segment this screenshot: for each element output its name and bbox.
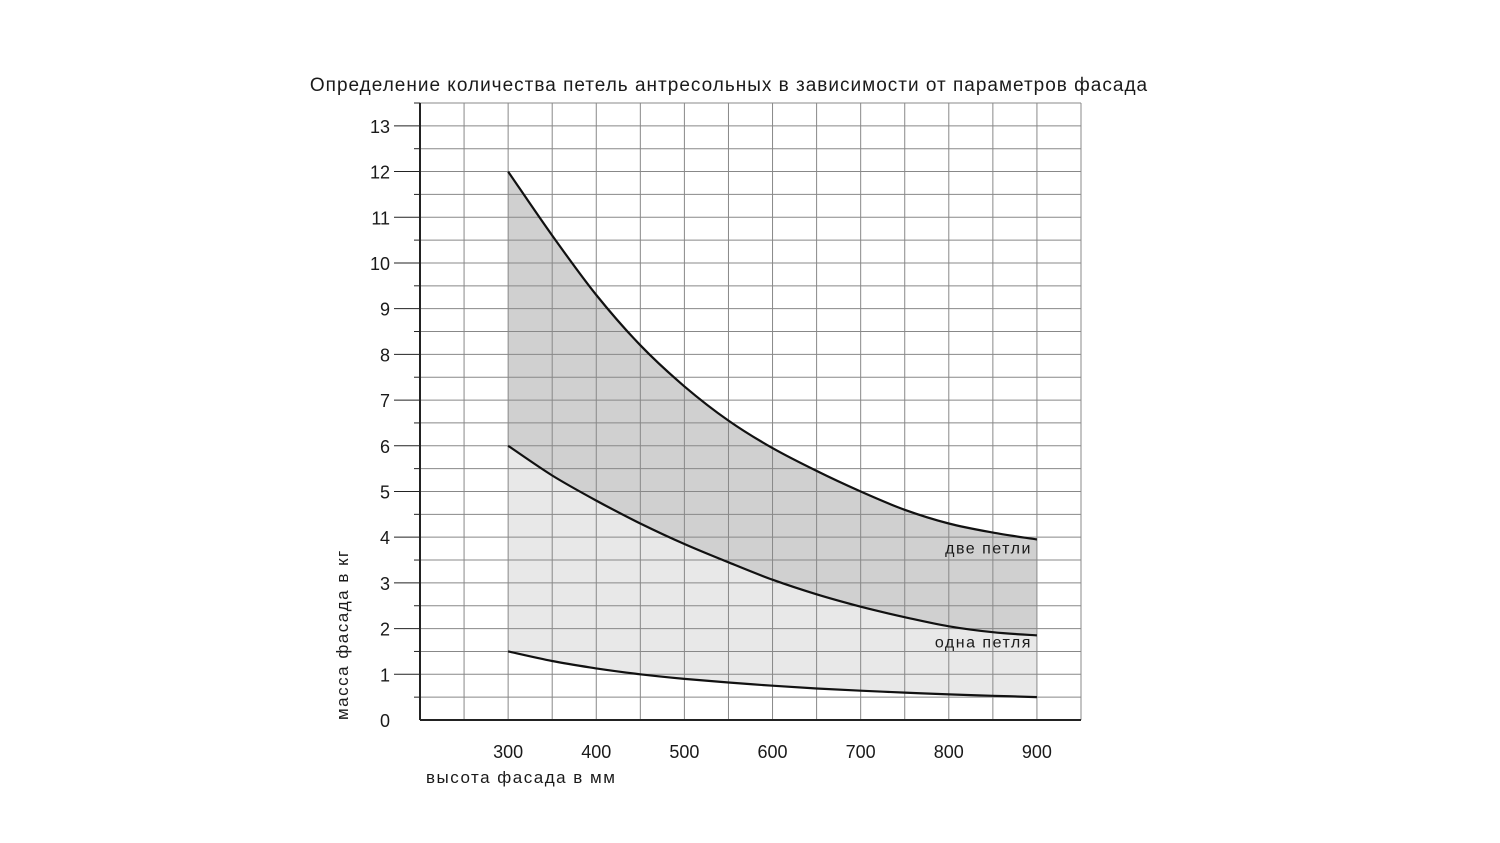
y-tick-label: 7 — [380, 391, 390, 411]
grid — [420, 102, 1082, 720]
y-tick-label: 13 — [370, 117, 390, 137]
y-tick-label: 12 — [370, 163, 390, 183]
x-axis-label: высота фасада в мм — [426, 768, 616, 787]
chart-title: Определение количества петель антресольн… — [310, 75, 1148, 96]
x-tick-label: 500 — [669, 742, 699, 762]
axes — [394, 102, 1081, 721]
region-labels: одна петля две петли — [935, 541, 1032, 652]
x-tick-label: 400 — [581, 742, 611, 762]
series-line-lower — [507, 650, 1037, 699]
y-axis-label: масса фасада в кг — [333, 549, 352, 720]
y-tick-label: 1 — [380, 665, 390, 685]
x-tick-label: 900 — [1022, 742, 1052, 762]
y-tick-label: 11 — [371, 208, 390, 228]
x-tick-label: 700 — [846, 742, 876, 762]
y-tick-label: 6 — [380, 437, 390, 457]
y-tick-label: 4 — [380, 528, 390, 548]
x-tick-label: 600 — [758, 742, 788, 762]
y-tick-label: 9 — [380, 300, 390, 320]
y-tick-label: 0 — [380, 711, 390, 731]
x-tick-label: 800 — [934, 742, 964, 762]
y-tick-label: 10 — [370, 254, 390, 274]
series-lines — [507, 170, 1038, 699]
region-label-1: две петли — [945, 541, 1032, 558]
series-line-middle — [507, 444, 1037, 637]
y-tick-label: 2 — [380, 620, 390, 640]
y-tick-label: 5 — [380, 482, 390, 502]
region-label-0: одна петля — [935, 634, 1032, 651]
x-tick-label: 300 — [493, 742, 523, 762]
y-tick-label: 3 — [380, 574, 390, 594]
series-line-upper — [507, 170, 1038, 541]
y-tick-label: 8 — [380, 345, 390, 365]
